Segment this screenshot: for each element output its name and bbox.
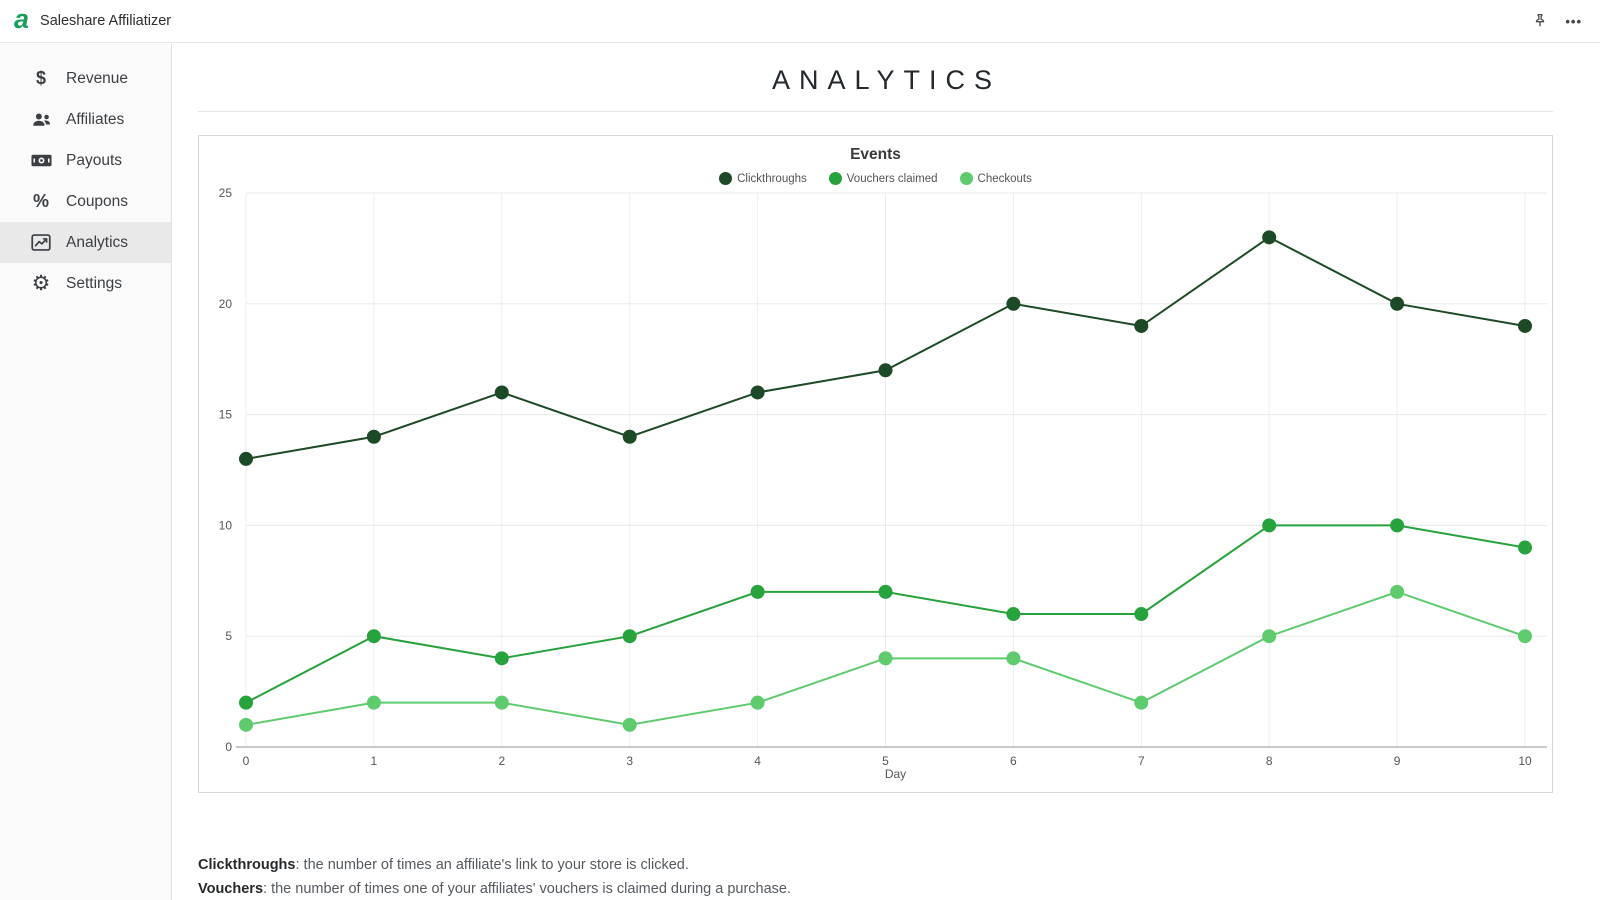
money-bill-icon (30, 153, 52, 168)
definition-vouchers: Vouchers: the number of times one of you… (198, 881, 792, 897)
metric-definitions: Clickthroughs: the number of times an af… (198, 857, 1553, 897)
sidebar-item-payouts[interactable]: Payouts (0, 140, 171, 181)
svg-text:10: 10 (1518, 754, 1532, 768)
svg-text:3: 3 (626, 754, 633, 768)
svg-text:Day: Day (885, 767, 906, 781)
definition-clickthroughs: Clickthroughs: the number of times an af… (198, 857, 689, 873)
svg-text:7: 7 (1138, 754, 1145, 768)
topbar: a Saleshare Affiliatizer ••• (0, 0, 1600, 43)
sidebar-item-settings[interactable]: ⚙ Settings (0, 263, 171, 304)
legend-label: Checkouts (977, 172, 1032, 185)
svg-text:10: 10 (219, 518, 233, 532)
sidebar-item-label: Analytics (66, 233, 129, 251)
legend-dot-checkouts (959, 172, 973, 185)
gear-icon: ⚙ (31, 272, 51, 295)
legend-item-vouchers-claimed[interactable]: Vouchers claimed (828, 172, 938, 185)
chart-title: Events (850, 146, 901, 163)
legend-dot-clickthroughs (719, 172, 733, 185)
page-title: ANALYTICS (771, 65, 1002, 95)
svg-text:0: 0 (243, 754, 250, 768)
sidebar-item-affiliates[interactable]: Affiliates (0, 99, 171, 140)
percent-icon: % (32, 191, 49, 211)
topbar-actions: ••• (1531, 12, 1582, 30)
svg-text:15: 15 (219, 408, 233, 422)
sidebar-item-coupons[interactable]: % Coupons (0, 181, 171, 222)
events-line-chart: 0 5 10 15 20 25 0 1 2 3 4 5 6 7 8 9 10 Day (219, 187, 1547, 781)
svg-text:20: 20 (219, 297, 233, 311)
sidebar-item-label: Revenue (66, 69, 129, 87)
sidebar-item-label: Settings (66, 274, 123, 292)
sidebar-item-label: Coupons (66, 192, 129, 210)
svg-text:5: 5 (882, 754, 889, 768)
svg-text:9: 9 (1394, 754, 1401, 768)
more-options-icon[interactable]: ••• (1565, 13, 1582, 29)
legend-item-clickthroughs[interactable]: Clickthroughs (719, 172, 807, 185)
chart-legend: Clickthroughs Vouchers claimed Checkouts (199, 172, 1552, 185)
svg-text:6: 6 (1010, 754, 1017, 768)
svg-text:1: 1 (371, 754, 378, 768)
dollar-icon: $ (35, 68, 46, 88)
main-content: ANALYTICS Events Clickthroughs Vouchers … (173, 43, 1600, 897)
pin-icon[interactable] (1531, 12, 1549, 30)
svg-text:8: 8 (1266, 754, 1273, 768)
svg-text:2: 2 (498, 754, 505, 768)
svg-text:4: 4 (754, 754, 761, 768)
app-title: Saleshare Affiliatizer (40, 13, 172, 29)
title-divider (198, 111, 1553, 112)
sidebar-item-label: Affiliates (66, 110, 125, 128)
sidebar-item-analytics[interactable]: Analytics (0, 222, 171, 263)
svg-text:5: 5 (225, 629, 232, 643)
legend-label: Vouchers claimed (846, 172, 938, 185)
sidebar-item-revenue[interactable]: $ Revenue (0, 58, 171, 99)
legend-label: Clickthroughs (737, 172, 807, 185)
sidebar: $ Revenue Affiliates Payouts % Co (0, 44, 172, 900)
legend-item-checkouts[interactable]: Checkouts (959, 172, 1032, 185)
chart-line-icon (30, 234, 52, 251)
legend-dot-vouchers-claimed (828, 172, 842, 185)
events-chart-card: Events Clickthroughs Vouchers claimed Ch… (198, 135, 1553, 793)
users-icon (30, 112, 52, 128)
sidebar-item-label: Payouts (66, 151, 123, 169)
svg-text:0: 0 (225, 740, 232, 754)
svg-text:25: 25 (219, 187, 233, 200)
app-logo: a (14, 4, 30, 34)
